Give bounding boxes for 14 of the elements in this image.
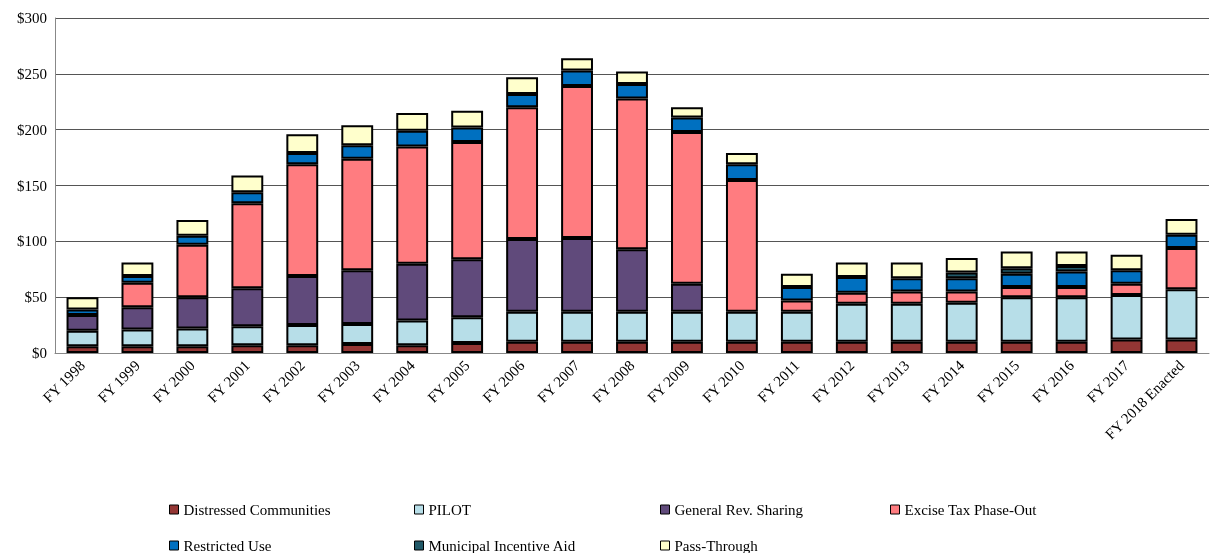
legend-label: Distressed Communities (183, 501, 331, 518)
y-tick-label: $150 (17, 177, 47, 194)
y-tick-label: $100 (17, 233, 47, 250)
y-tick-label: $250 (17, 65, 47, 82)
legend-label: General Rev. Sharing (674, 501, 804, 518)
y-tick-label: $0 (32, 345, 47, 361)
legend-label: Municipal Incentive Aid (428, 537, 576, 553)
y-tick-label: $50 (24, 289, 47, 306)
y-tick-label: $200 (17, 121, 47, 138)
y-tick-label: $300 (17, 10, 47, 26)
legend-label: PILOT (428, 501, 471, 518)
legend-label: Pass-Through (674, 537, 759, 553)
legend-label: Restricted Use (183, 537, 272, 553)
legend-label: Excise Tax Phase-Out (904, 501, 1038, 518)
